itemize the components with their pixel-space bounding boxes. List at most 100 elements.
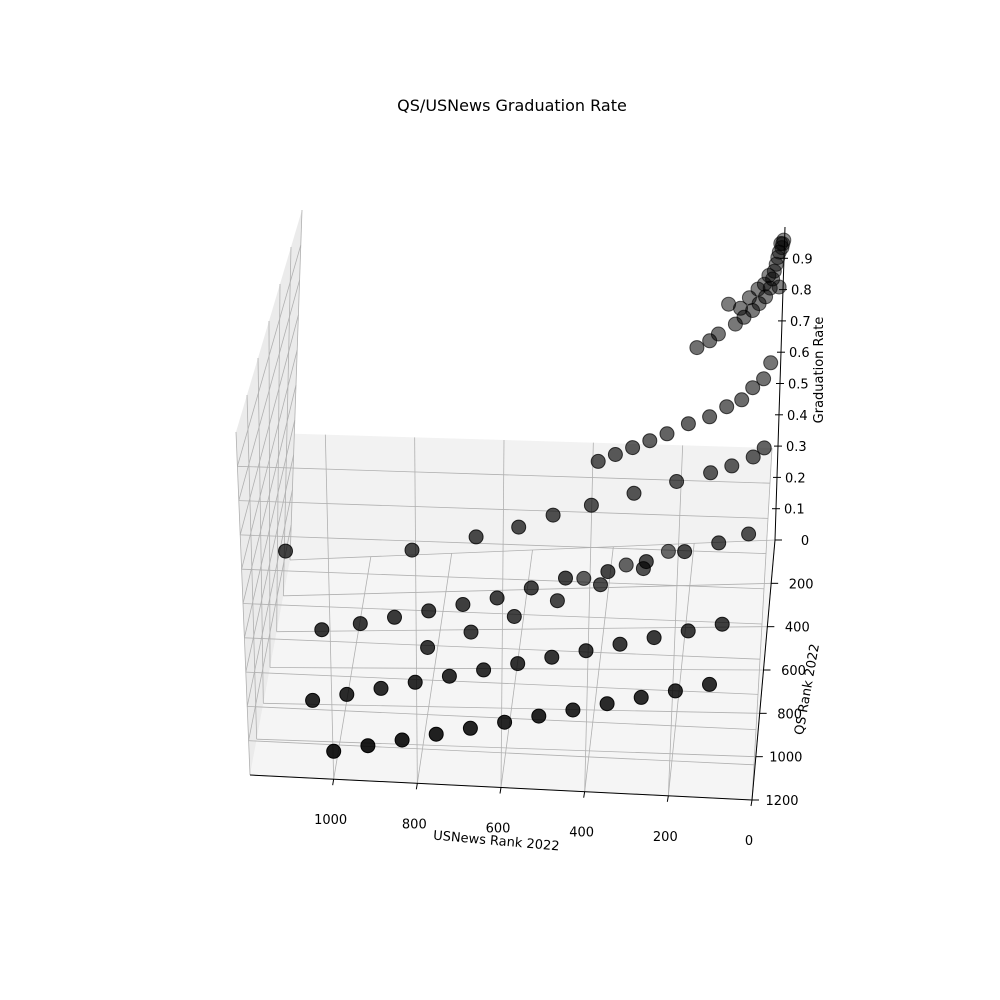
data-point — [421, 603, 437, 619]
data-point — [646, 630, 662, 646]
data-point — [583, 497, 599, 513]
y-tick-label: 400 — [785, 621, 810, 636]
data-point — [531, 708, 547, 724]
data-point — [721, 296, 737, 312]
x-tick-label: 0 — [745, 834, 753, 849]
data-point — [677, 544, 693, 560]
data-points — [278, 232, 792, 759]
grid-line-z-side — [239, 314, 299, 536]
data-point — [719, 399, 735, 415]
x-tick — [415, 783, 418, 790]
data-point — [607, 447, 623, 462]
data-point — [278, 543, 293, 559]
data-point — [702, 409, 718, 425]
data-point — [510, 656, 526, 672]
grid-line-z-side — [245, 454, 294, 673]
grid-line-z-back — [238, 500, 769, 519]
data-point — [667, 683, 683, 699]
data-point — [756, 276, 772, 292]
x-tick — [332, 779, 335, 786]
data-point — [468, 529, 484, 545]
side-pane — [236, 210, 302, 775]
data-point — [558, 570, 573, 586]
z-tick-label: 0.2 — [785, 471, 806, 486]
data-point — [702, 676, 717, 692]
data-point — [642, 433, 658, 449]
data-point — [633, 689, 649, 705]
grid-line-z-side — [248, 524, 292, 741]
data-point — [635, 561, 651, 577]
z-tick-label: 0.3 — [786, 440, 807, 455]
grid-line-z-back — [241, 568, 765, 590]
data-point — [314, 622, 330, 638]
grid-line-z-side — [238, 279, 300, 501]
data-point — [763, 355, 779, 371]
x-tick — [499, 787, 502, 794]
z-tick-label: 0.9 — [792, 252, 813, 267]
data-point — [756, 440, 772, 456]
grid-line-z-side — [241, 349, 298, 570]
data-point — [463, 624, 479, 640]
x-tick-label: 200 — [653, 830, 678, 845]
data-point — [770, 250, 786, 265]
data-point — [326, 743, 342, 759]
data-point — [576, 570, 592, 586]
data-point — [462, 720, 478, 736]
data-point — [618, 557, 634, 573]
data-point — [387, 609, 402, 625]
data-point — [626, 485, 642, 501]
z-axis-title: Graduation Rate — [812, 317, 827, 424]
grid-line-z-side — [237, 244, 302, 467]
data-point — [600, 564, 616, 580]
data-point — [680, 416, 696, 432]
y-tick-label: 1000 — [769, 751, 802, 766]
data-point — [612, 636, 628, 652]
data-point — [660, 543, 676, 559]
x-tick — [583, 791, 586, 798]
data-point — [544, 649, 560, 665]
data-point — [549, 593, 565, 609]
data-point — [565, 702, 581, 718]
data-point — [305, 692, 321, 708]
grid-line-z-back — [244, 637, 761, 660]
data-point — [489, 590, 505, 606]
x-tick-label: 400 — [569, 826, 594, 841]
data-point — [758, 289, 774, 305]
y-tick-label: 600 — [781, 664, 806, 679]
y-tick-label: 200 — [789, 577, 814, 592]
data-point — [710, 326, 726, 342]
data-point — [599, 696, 615, 712]
data-point — [593, 577, 608, 593]
x-tick-label: 1000 — [314, 813, 347, 828]
data-point — [745, 449, 761, 465]
x-tick — [750, 799, 753, 807]
data-point — [714, 616, 730, 632]
axes-panes — [236, 210, 775, 800]
data-point — [476, 662, 492, 678]
data-point — [776, 232, 792, 248]
data-point — [352, 616, 368, 632]
y-axis-title: QS Rank 2022 — [792, 643, 823, 737]
z-tick-label: 0.8 — [791, 284, 812, 299]
grid-line-y-floor — [263, 702, 760, 714]
data-point — [506, 609, 522, 624]
data-point — [761, 268, 777, 283]
grid-line-z-back — [242, 603, 763, 625]
data-point — [394, 732, 410, 748]
z-tick-label: 0.7 — [790, 315, 811, 330]
z-tick-label: 0.5 — [788, 378, 809, 393]
x-tick-label: 800 — [402, 817, 427, 832]
data-point — [625, 440, 641, 456]
x-tick — [666, 795, 669, 802]
data-point — [680, 623, 696, 639]
data-point — [578, 643, 594, 659]
y-tick-label: 1200 — [765, 794, 798, 809]
grid-line-z-side — [246, 489, 293, 707]
data-point — [669, 474, 685, 489]
data-point — [724, 458, 740, 474]
data-point — [407, 674, 423, 690]
tick-marks: 1000 800 600 400 200 0 0 200 400 600 800 1000 1200 0.… — [314, 252, 813, 849]
chart-title: QS/USNews Graduation Rate — [397, 96, 627, 115]
